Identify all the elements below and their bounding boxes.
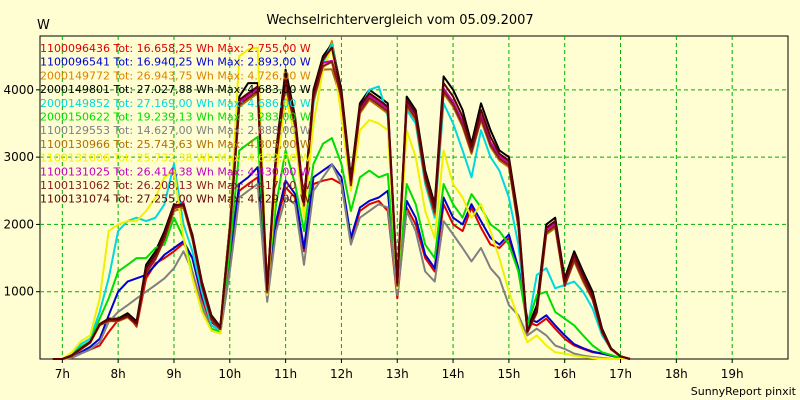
legend-entry: 1100131062 Tot: 26.208,13 Wh Max: 4.417,…	[40, 179, 311, 192]
series-line-7	[52, 163, 630, 360]
legend-entry: 2000149801 Tot: 27.027,88 Wh Max: 4.683,…	[40, 83, 311, 96]
x-tick-label: 9h	[166, 367, 181, 381]
legend-entry: 1100131074 Tot: 27.255,00 Wh Max: 4.629,…	[40, 193, 311, 206]
x-tick-label: 15h	[497, 367, 520, 381]
y-tick-label: 3000	[3, 150, 34, 164]
x-tick-label: 10h	[218, 367, 241, 381]
x-tick-label: 17h	[609, 367, 632, 381]
x-tick-label: 12h	[330, 367, 353, 381]
y-tick-label: 1000	[3, 285, 34, 299]
x-tick-label: 19h	[721, 367, 744, 381]
legend-entry: 1100096541 Tot: 16.940,25 Wh Max: 2.893,…	[40, 56, 311, 69]
x-tick-label: 13h	[386, 367, 409, 381]
series-line-6	[52, 135, 631, 360]
x-tick-label: 14h	[442, 367, 465, 381]
x-tick-label: 18h	[665, 367, 688, 381]
legend-entry: 1100130966 Tot: 25.743,63 Wh Max: 4.305,…	[40, 138, 311, 151]
series-lines	[52, 40, 631, 360]
legend-entry: 1100131006 Tot: 25.732,38 Wh Max: 4.632,…	[40, 152, 311, 165]
legend-entry: 2000150622 Tot: 19.239,13 Wh Max: 3.283,…	[40, 111, 311, 124]
x-tick-label: 7h	[55, 367, 70, 381]
legend-entry: 2000149772 Tot: 26.943,75 Wh Max: 4.726,…	[40, 69, 311, 82]
legend-entry: 1100096436 Tot: 16.658,25 Wh Max: 2.755,…	[40, 42, 311, 55]
x-tick-label: 11h	[274, 367, 297, 381]
footer-credit: SunnyReport pinxit	[691, 385, 797, 398]
legend: 1100096436 Tot: 16.658,25 Wh Max: 2.755,…	[40, 42, 311, 206]
legend-entry: 2000149852 Tot: 27.169,00 Wh Max: 4.686,…	[40, 97, 311, 110]
y-axis-label: W	[37, 18, 50, 33]
axes: 1000 2000 3000 4000 7h 8h 9h 10h 11h 12h 13h 14h 15h…	[3, 83, 743, 381]
chart-title: Wechselrichtervergleich vom 05.09.2007	[266, 13, 533, 28]
series-line-9	[52, 46, 630, 360]
series-line-12	[52, 46, 631, 360]
x-tick-label: 16h	[553, 367, 576, 381]
legend-entry: 1100131025 Tot: 26.414,38 Wh Max: 4.430,…	[40, 165, 311, 178]
y-tick-label: 4000	[3, 83, 34, 97]
x-tick-label: 8h	[111, 367, 126, 381]
legend-entry: 1100129553 Tot: 14.627,00 Wh Max: 2.888,…	[40, 124, 311, 137]
y-tick-label: 2000	[3, 217, 34, 231]
